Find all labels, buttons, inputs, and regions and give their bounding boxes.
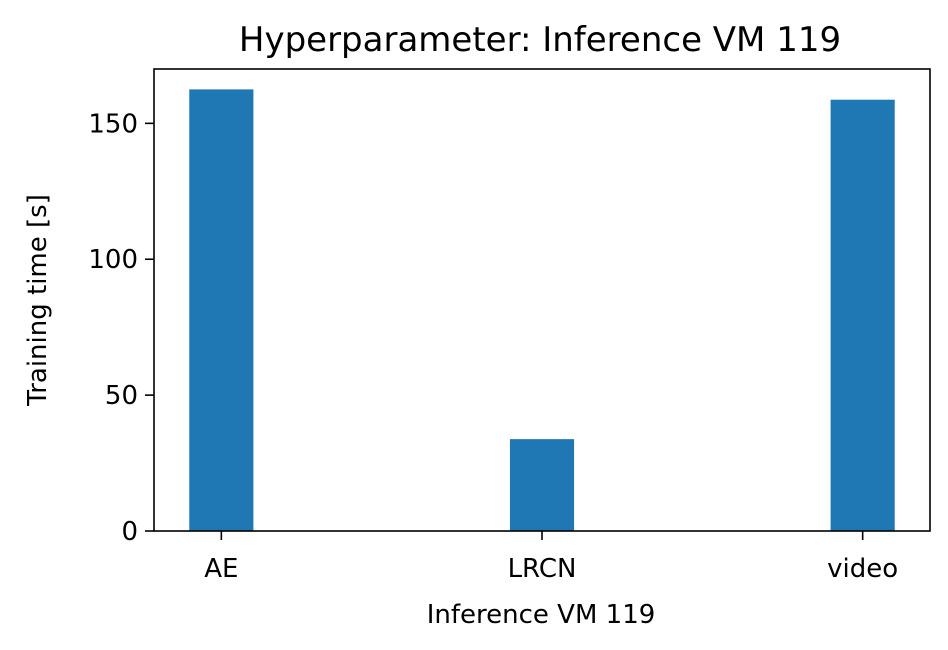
x-tick-label: video [827,554,898,584]
x-tick-label: LRCN [508,554,577,584]
bar-lrcn [509,439,575,531]
y-tick-label: 150 [88,109,138,139]
bar-video [830,99,895,531]
bar-ae [189,89,254,531]
x-tick-label: AE [204,554,238,584]
y-tick-label: 50 [105,381,138,411]
x-axis-label: Inference VM 119 [427,600,656,630]
x-axis-ticks: AE LRCN video [204,531,898,584]
bars-group [189,89,895,531]
y-axis-ticks: 0 50 100 150 [88,109,154,547]
chart-title: Hyperparameter: Inference VM 119 [239,20,841,60]
y-tick-label: 100 [88,245,138,275]
y-axis-label: Training time [s] [23,194,53,407]
y-tick-label: 0 [121,517,138,547]
